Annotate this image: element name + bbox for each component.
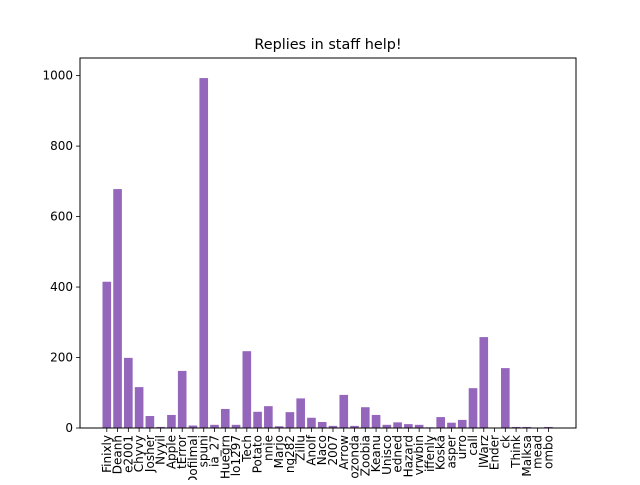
bar-Arrow	[339, 395, 348, 428]
bar-nnie	[264, 406, 273, 428]
bar-Tech	[243, 351, 252, 428]
bar-Chyvy	[135, 387, 144, 428]
bar-Zillu	[296, 398, 305, 428]
y-axis: 0 200 400 600 800 1000	[42, 69, 80, 435]
bar-Keanu	[372, 415, 381, 428]
bar-Anolf	[307, 418, 316, 428]
bar-urro	[458, 420, 467, 428]
bar-Deanh	[113, 189, 122, 428]
bar-ck	[501, 368, 510, 428]
chart-title: Replies in staff help!	[254, 37, 401, 53]
y-tick-label: 200	[50, 351, 73, 365]
y-tick-label: 400	[50, 280, 73, 294]
bar-spuni	[199, 78, 208, 428]
bar-Josher	[146, 416, 155, 428]
bar-ng282	[286, 412, 295, 428]
y-tick-label: 1000	[42, 69, 73, 83]
y-tick-label: 0	[65, 421, 73, 435]
bar-Apple	[167, 415, 176, 428]
bar-Potato	[253, 412, 262, 428]
bar-Finixly	[102, 282, 111, 428]
x-axis: FinixlyDeanhe2001ChyvyJosherNyyilAppletE…	[100, 428, 556, 480]
bar-tError	[178, 371, 187, 428]
bar-call	[469, 388, 478, 428]
bar-asper	[447, 423, 456, 428]
bar-lWarz	[479, 337, 488, 428]
bar-Koská	[436, 417, 445, 428]
bar-Naco	[318, 422, 327, 428]
y-tick-label: 800	[50, 139, 73, 153]
bar-edned	[393, 422, 402, 428]
bar-e2001	[124, 358, 133, 428]
bar-Hazard	[404, 424, 413, 428]
bars-layer	[102, 78, 552, 428]
y-tick-label: 600	[50, 210, 73, 224]
x-tick-label: ombo	[541, 435, 555, 469]
bar-Huegrn	[221, 409, 230, 428]
bar-Zoobia	[361, 407, 370, 428]
